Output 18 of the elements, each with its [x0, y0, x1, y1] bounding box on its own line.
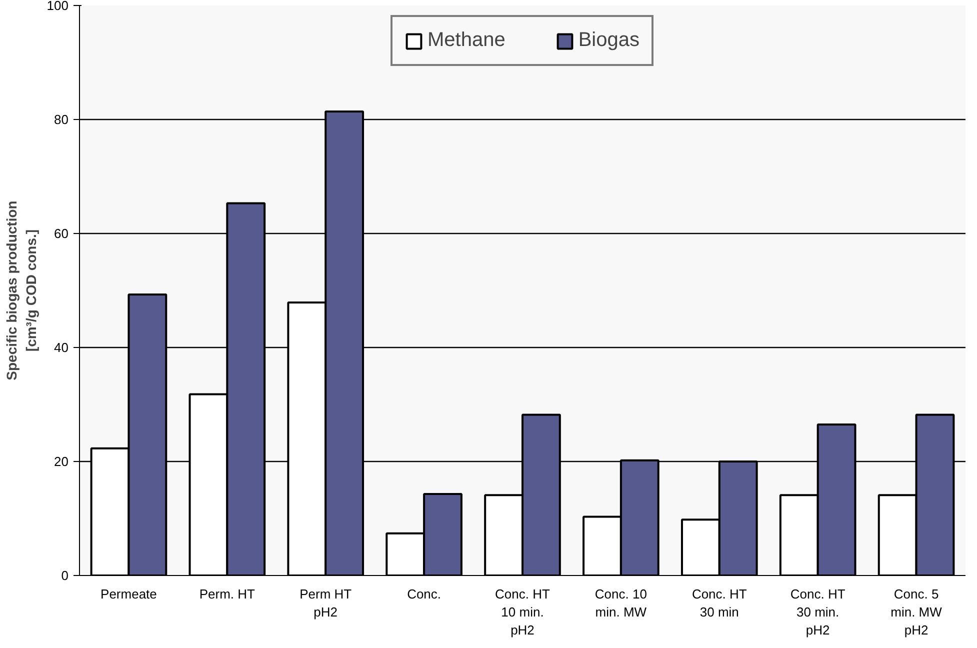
y-tick-label: 40: [54, 340, 69, 355]
x-tick-label: Perm HT pH2: [300, 586, 352, 620]
x-tick-label: Conc.: [407, 586, 442, 602]
y-axis-title: Specific biogas production [cm³/g COD cons.]: [4, 200, 39, 380]
legend-label: Biogas: [578, 29, 640, 52]
legend-label: Methane: [428, 29, 506, 52]
x-tick-label: Perm. HT: [199, 586, 256, 602]
y-tick-label: 80: [54, 112, 69, 127]
x-tick-label: Conc. HT 10 min. pH2: [495, 586, 550, 638]
x-tick-label: Conc. HT 30 min. pH2: [790, 586, 846, 638]
y-tick-label: 60: [54, 226, 69, 241]
x-tick-label: Conc. HT 30 min: [692, 586, 747, 620]
x-tick-label: Permeate: [100, 586, 157, 602]
x-tick-label: Conc. 10 min. MW: [594, 586, 648, 620]
y-tick-label: 0: [61, 568, 69, 583]
y-tick-label: 20: [54, 454, 69, 469]
x-tick-label: Conc. 5 min. MW pH2: [890, 586, 943, 638]
y-tick-label: 100: [46, 0, 69, 13]
